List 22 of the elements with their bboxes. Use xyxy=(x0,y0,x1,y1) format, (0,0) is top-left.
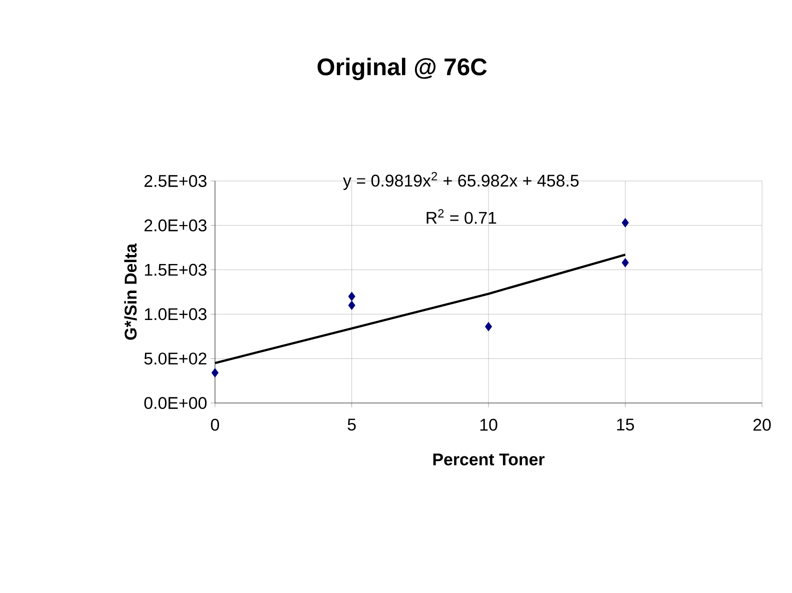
y-axis-title: G*/Sin Delta xyxy=(124,243,137,340)
point xyxy=(211,368,219,378)
y-tick-label: 1.0E+03 xyxy=(144,308,206,320)
chart-title: Original @ 76C xyxy=(318,58,487,80)
point xyxy=(348,300,356,310)
annotation: y = 0.9819x$^{2}$ + 65.982x + 458.5 xyxy=(343,172,579,190)
y-tick-label: 1.5E+03 xyxy=(144,264,206,276)
x-tick-label: 5 xyxy=(348,418,356,431)
y-tick-label: 5.0E+02 xyxy=(144,352,206,365)
annotation: R$^{2}$ = 0.71 xyxy=(426,209,496,224)
y-tick-label: 0.0E+00 xyxy=(144,396,207,409)
x-tick-label: 20 xyxy=(753,418,771,431)
y-tick-label: 2.0E+03 xyxy=(144,219,206,232)
x-tick-label: 10 xyxy=(480,418,498,431)
x-tick-label: 0 xyxy=(210,418,220,431)
y-tick-label: 2.5E+03 xyxy=(144,174,206,187)
point xyxy=(622,218,629,228)
x-tick-label: 15 xyxy=(617,418,634,431)
point xyxy=(622,258,629,268)
point xyxy=(348,292,356,302)
x-axis-title: Percent Toner xyxy=(433,454,545,466)
point xyxy=(484,322,492,332)
